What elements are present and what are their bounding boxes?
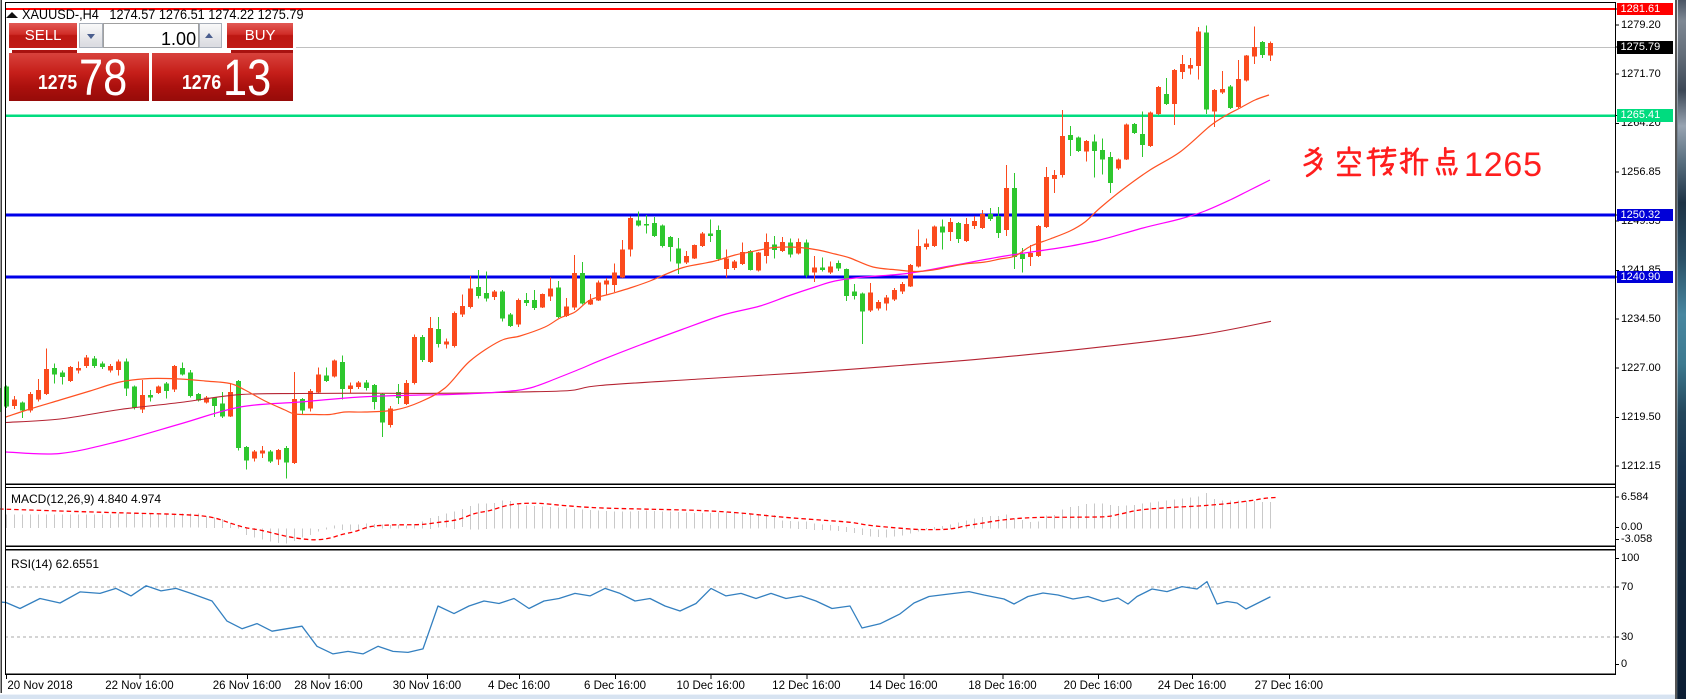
svg-text:1265: 1265 bbox=[1464, 146, 1542, 182]
